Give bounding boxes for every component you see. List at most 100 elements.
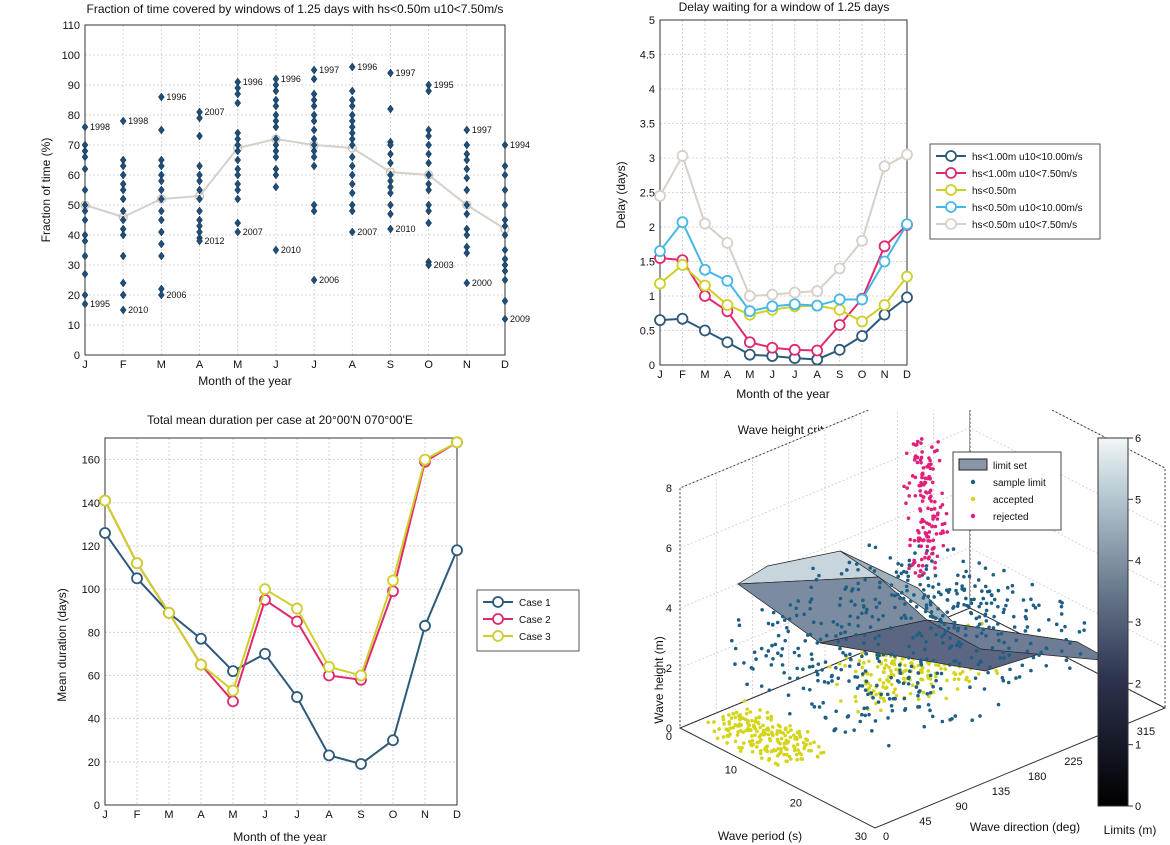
data-point bbox=[501, 221, 509, 231]
accepted-point bbox=[857, 659, 862, 663]
accepted-point bbox=[797, 729, 802, 734]
sample-limit-point bbox=[854, 633, 858, 637]
sample-limit-point bbox=[812, 705, 817, 709]
year-annotation: 1996 bbox=[243, 77, 263, 87]
y-tick-label: 70 bbox=[68, 140, 80, 152]
sample-limit-point bbox=[856, 567, 860, 572]
sample-limit-point bbox=[983, 566, 988, 570]
rejected-point bbox=[912, 560, 917, 565]
sample-limit-point bbox=[904, 570, 909, 575]
sample-limit-point bbox=[906, 682, 911, 686]
rejected-point bbox=[913, 571, 918, 575]
sample-limit-point bbox=[855, 686, 860, 691]
sample-limit-point bbox=[977, 561, 981, 565]
sample-limit-point bbox=[833, 727, 837, 732]
y-tick-label: 120 bbox=[82, 541, 100, 553]
x-tick-label: A bbox=[724, 369, 732, 381]
accepted-point bbox=[778, 724, 782, 729]
sample-limit-point bbox=[844, 637, 848, 642]
year-annotation: 1996 bbox=[166, 92, 186, 102]
sample-limit-point bbox=[835, 622, 840, 627]
chart3-xlabel: Month of the year bbox=[233, 830, 326, 844]
sample-limit-point bbox=[1025, 649, 1030, 654]
rejected-point bbox=[942, 521, 947, 526]
sample-limit-point bbox=[841, 651, 845, 655]
accepted-point bbox=[828, 664, 832, 669]
sample-limit-point bbox=[964, 569, 968, 574]
sample-limit-point bbox=[911, 635, 915, 640]
sample-limit-point bbox=[1005, 598, 1010, 602]
data-point bbox=[387, 209, 394, 219]
sample-limit-point bbox=[766, 649, 771, 653]
sample-limit-point bbox=[860, 611, 864, 616]
accepted-point bbox=[887, 679, 891, 684]
sample-limit-point bbox=[879, 692, 883, 697]
y-tick-label: 80 bbox=[68, 110, 80, 122]
x-tick-label: 20 bbox=[790, 798, 802, 810]
data-point bbox=[425, 140, 432, 150]
chart4-ylabel: Wave direction (deg) bbox=[970, 820, 1080, 834]
x-tick-label: J bbox=[82, 359, 88, 371]
accepted-point bbox=[885, 685, 889, 690]
x-tick-label: M bbox=[745, 369, 754, 381]
sample-limit-point bbox=[919, 634, 924, 638]
accepted-point bbox=[749, 743, 754, 748]
rejected-point bbox=[904, 451, 909, 456]
colorbar-tick-label: 0 bbox=[1135, 801, 1141, 813]
series-marker bbox=[878, 160, 891, 173]
accepted-point bbox=[784, 752, 789, 757]
accepted-point bbox=[739, 723, 743, 727]
sample-limit-point bbox=[759, 684, 764, 688]
accepted-point bbox=[919, 677, 923, 682]
sample-limit-point bbox=[1001, 678, 1006, 683]
sample-limit-point bbox=[939, 620, 944, 624]
sample-limit-point bbox=[934, 678, 938, 683]
accepted-point bbox=[758, 708, 762, 712]
legend-entry: hs<0.50m u10<7.50m/s bbox=[972, 220, 1077, 231]
legend-entry: limit set bbox=[993, 461, 1027, 472]
legend-swatch bbox=[970, 513, 976, 519]
sample-limit-point bbox=[978, 714, 982, 718]
sample-limit-point bbox=[847, 622, 852, 627]
series-marker bbox=[699, 263, 711, 276]
series-marker bbox=[699, 217, 711, 230]
sample-limit-point bbox=[936, 590, 941, 595]
sample-limit-point bbox=[810, 657, 814, 662]
rejected-point bbox=[915, 460, 920, 465]
data-point bbox=[81, 122, 89, 132]
accepted-point bbox=[722, 722, 726, 726]
sample-limit-point bbox=[867, 543, 872, 547]
sample-limit-point bbox=[922, 724, 927, 729]
sample-limit-point bbox=[977, 615, 982, 619]
accepted-point bbox=[952, 677, 957, 682]
data-point bbox=[387, 224, 394, 234]
sample-limit-point bbox=[767, 688, 772, 692]
accepted-point bbox=[775, 729, 780, 733]
year-annotation: 2003 bbox=[434, 260, 454, 270]
data-point bbox=[501, 266, 509, 276]
data-point bbox=[348, 161, 356, 171]
sample-limit-point bbox=[981, 627, 986, 632]
year-annotation: 1997 bbox=[319, 65, 339, 75]
rejected-point bbox=[916, 536, 921, 540]
accepted-point bbox=[856, 709, 860, 714]
sample-limit-point bbox=[1039, 650, 1043, 655]
sample-limit-point bbox=[893, 654, 897, 658]
year-annotation: 2010 bbox=[281, 245, 301, 255]
series-marker bbox=[227, 684, 239, 697]
sample-limit-point bbox=[759, 646, 764, 651]
sample-limit-point bbox=[877, 585, 882, 590]
series-line bbox=[659, 296, 908, 361]
data-point bbox=[158, 194, 165, 204]
rejected-point bbox=[916, 563, 921, 568]
sample-limit-point bbox=[1068, 641, 1072, 645]
sample-limit-point bbox=[733, 646, 738, 651]
year-annotation: 2006 bbox=[166, 290, 186, 300]
series-marker bbox=[676, 150, 689, 162]
accepted-point bbox=[900, 657, 905, 661]
accepted-point bbox=[755, 729, 759, 734]
sample-limit-point bbox=[1077, 630, 1082, 634]
x-tick-label: J bbox=[311, 359, 317, 371]
data-point bbox=[310, 206, 318, 216]
accepted-point bbox=[752, 724, 757, 729]
